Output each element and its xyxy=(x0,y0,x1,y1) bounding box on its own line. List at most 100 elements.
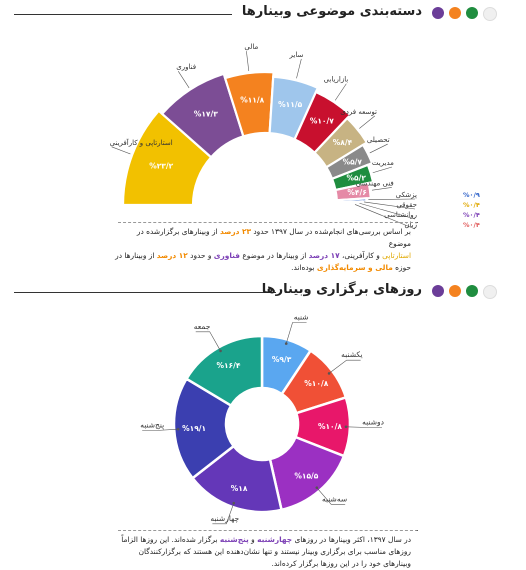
slice-value-label: %۱۰/۷ xyxy=(310,116,334,125)
note2-line1: در سال ۱۳۹۷، اکثر وبینارها در روزهای چها… xyxy=(121,535,411,544)
leader-dot xyxy=(219,349,222,353)
legend-dot-1 xyxy=(432,285,444,297)
slice-value-label: %۱۱/۸ xyxy=(240,95,264,104)
leader-line xyxy=(246,51,250,72)
slice-3: %۱۱/۸ مالی xyxy=(223,43,275,138)
note2-line2: روزهای مناسب برای برگزاری وبینار نیستند … xyxy=(138,547,411,556)
leader-line xyxy=(195,331,221,352)
legend-dot-2 xyxy=(449,7,461,19)
slice-category-label: استارتاپی و کارآفرینی xyxy=(110,138,173,147)
leader-line xyxy=(345,426,382,428)
leader-line xyxy=(371,187,392,191)
section-title-topics: دسته‌بندی موضوعی وبینارها xyxy=(241,4,422,19)
slice-value-label: %۱۵/۵ xyxy=(294,472,318,481)
slice-category-label: چهارشنبه xyxy=(210,514,239,523)
slice-category-label: فنی مهندسی xyxy=(356,179,394,187)
leader-line xyxy=(334,83,347,101)
slice-value-label: %۰/۴ xyxy=(463,201,480,209)
slice-value-label: %۲۳/۲ xyxy=(149,162,173,171)
topics-half-donut-chart: %۲۳/۲ استارتاپی و کارآفرینی %۱۷/۳ فناوری %۱۱… xyxy=(110,43,480,230)
slice-category-label: حقوقی xyxy=(396,201,417,209)
days-donut-chart: %۹/۳ شنبه %۱۰/۸ یکشنبه %۱۰/۸ دوشنبه %۱۵/۵ سه‌شن… xyxy=(140,313,384,525)
slice-value-label: %۰/۴ xyxy=(463,211,480,219)
note2-line3: وبینارهای خود را در این روزها برگزار کرد… xyxy=(271,559,412,568)
section-header-days: روزهای برگزاری وبینارها xyxy=(0,280,526,304)
legend-dot-4 xyxy=(483,285,497,299)
slice-category-label: جمعه xyxy=(194,322,211,331)
slice-value-label: %۱۷/۳ xyxy=(194,110,218,119)
leader-dot xyxy=(176,427,180,431)
slice-category-label: توسعه فردی xyxy=(340,108,377,116)
slice-1: %۲۳/۲ استارتاپی و کارآفرینی xyxy=(110,109,213,207)
slice-category-label: دوشنبه xyxy=(362,417,384,426)
leader-dot xyxy=(315,486,319,489)
legend-dot-3 xyxy=(466,7,478,19)
leader-line xyxy=(316,487,346,505)
leader-line xyxy=(142,428,179,431)
leader-dot xyxy=(232,501,236,505)
leader-line xyxy=(368,198,416,200)
slice-value-label: %۱۰/۸ xyxy=(304,379,328,388)
slice-category-label: زبان xyxy=(404,221,417,229)
topics-note: بر اساس بررسی‌های انجام‌شده در سال ۱۳۹۷ … xyxy=(115,226,411,274)
slice-value-label: %۴/۶ xyxy=(347,188,366,197)
slice-category-label: تحصیلی xyxy=(367,136,390,144)
slice-value-label: %۱۹/۱ xyxy=(182,424,206,433)
leader-line xyxy=(328,359,361,374)
note-box-topics xyxy=(118,222,418,223)
slice-13: زبان %۰/۴ xyxy=(335,202,480,230)
leader-line xyxy=(354,204,416,230)
slice-arc xyxy=(172,377,236,480)
slice-7: %۱۶/۴ جمعه xyxy=(184,322,264,408)
legend-dot-3 xyxy=(466,285,478,297)
slice-category-label: مدیریت xyxy=(372,159,394,167)
section-header-topics: دسته‌بندی موضوعی وبینارها xyxy=(0,2,526,26)
slice-value-label: %۱۶/۴ xyxy=(216,361,240,370)
slice-2: %۱۷/۳ فناوری xyxy=(160,63,245,159)
leader-line xyxy=(177,71,190,89)
note-box-days xyxy=(118,530,418,531)
header-rule xyxy=(14,14,232,15)
leader-dot xyxy=(284,342,288,345)
slice-category-label: فناوری xyxy=(176,63,196,71)
leader-line xyxy=(212,503,235,525)
leader-dot xyxy=(344,425,348,429)
slice-arc xyxy=(121,109,213,207)
note1-line3: حوزه مالی و سرمایه‌گذاری بوده‌اند. xyxy=(291,263,411,272)
days-note: در سال ۱۳۹۷، اکثر وبینارها در روزهای چها… xyxy=(115,534,411,570)
slice-category-label: بازاریابی xyxy=(324,76,349,84)
slice-arc xyxy=(160,72,245,159)
slice-5: %۱۸ چهارشنبه xyxy=(190,444,283,525)
slice-value-label: %۱۰/۸ xyxy=(318,422,342,431)
slice-category-label: پزشکی xyxy=(396,191,417,199)
slice-arc xyxy=(335,202,355,207)
slice-category-label: سه‌شنبه xyxy=(322,494,347,503)
slice-category-label: شنبه xyxy=(294,313,309,322)
slice-value-label: %۰/۴ xyxy=(463,221,480,229)
slice-value-label: %۱۱/۵ xyxy=(278,100,302,109)
slice-value-label: %۱۸ xyxy=(231,484,248,493)
header-rule xyxy=(14,292,276,293)
slice-6: %۱۹/۱ پنج‌شنبه xyxy=(140,377,236,480)
legend-dot-1 xyxy=(432,7,444,19)
slice-value-label: %۸/۴ xyxy=(333,138,353,147)
slice-category-label: یکشنبه xyxy=(341,350,362,359)
slice-arc xyxy=(184,334,264,408)
note1-line1: بر اساس بررسی‌های انجام‌شده در سال ۱۳۹۷ … xyxy=(136,227,411,248)
section-title-days: روزهای برگزاری وبینارها xyxy=(261,282,422,297)
note1-line2: استارتاپی و کارآفرینی، ۱۷ درصد از وبینار… xyxy=(115,251,411,260)
leader-dot xyxy=(327,372,331,375)
slice-value-label: %۵/۷ xyxy=(343,158,363,167)
leader-line xyxy=(372,166,393,174)
leader-line xyxy=(285,322,307,344)
slice-category-label: پنج‌شنبه xyxy=(140,420,164,429)
leader-line xyxy=(369,143,388,154)
leader-line xyxy=(296,58,302,79)
leader-line xyxy=(111,146,131,155)
slice-category-label: روانشناسی xyxy=(384,211,417,219)
legend-dot-2 xyxy=(449,285,461,297)
slice-value-label: %۰/۹ xyxy=(463,191,480,199)
slice-arc xyxy=(223,70,275,138)
legend-dot-4 xyxy=(483,7,497,21)
slice-category-label: سایر xyxy=(289,51,304,59)
